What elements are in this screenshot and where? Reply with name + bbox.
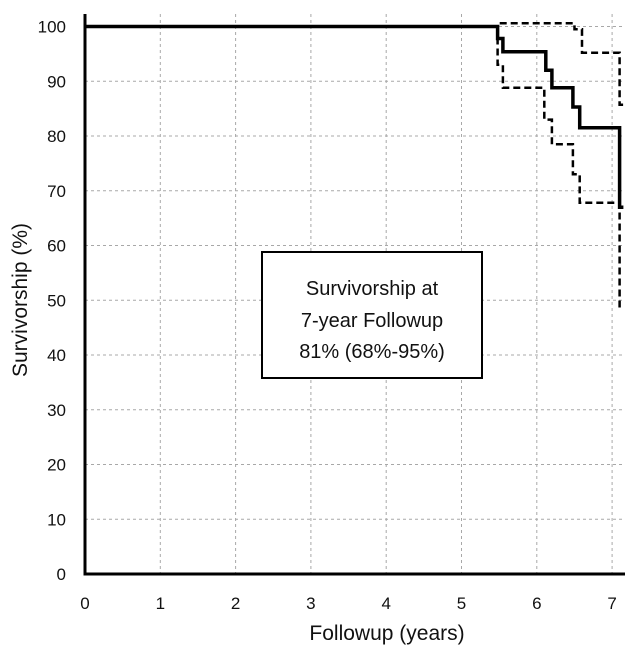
- survival-curve: [85, 24, 624, 209]
- y-axis-label: Survivorship (%): [9, 223, 32, 377]
- x-axis-label: Followup (years): [309, 622, 464, 645]
- x-tick-label: 5: [457, 594, 466, 613]
- y-tick-label: 90: [47, 72, 66, 91]
- annotation-line-3: 81% (68%-95%): [299, 341, 445, 363]
- confidence-bound-1: [85, 21, 624, 107]
- y-tick-label: 20: [47, 456, 66, 475]
- y-tick-label: 80: [47, 127, 66, 146]
- annotation-line-2: 7-year Followup: [301, 310, 443, 332]
- annotation-box: Survivorship at 7-year Followup 81% (68%…: [261, 251, 483, 379]
- axes: [83, 14, 625, 576]
- y-tick-label: 70: [47, 182, 66, 201]
- x-tick-label: 0: [80, 594, 89, 613]
- annotation-line-1: Survivorship at: [306, 278, 439, 300]
- y-tick-label: 50: [47, 291, 66, 310]
- y-tick-label: 60: [47, 237, 66, 256]
- confidence-bound-2: [496, 26, 621, 312]
- y-tick-label: 10: [47, 510, 66, 529]
- y-tick-label: 0: [57, 565, 66, 584]
- y-tick-label: 100: [38, 18, 66, 37]
- x-tick-label: 2: [231, 594, 240, 613]
- x-tick-label: 3: [306, 594, 315, 613]
- x-tick-label: 6: [532, 594, 541, 613]
- x-tick-label: 4: [381, 594, 390, 613]
- x-tick-label: 1: [156, 594, 165, 613]
- y-tick-label: 40: [47, 346, 66, 365]
- series-layer: [85, 21, 624, 312]
- y-tick-label: 30: [47, 401, 66, 420]
- x-tick-label: 7: [607, 594, 616, 613]
